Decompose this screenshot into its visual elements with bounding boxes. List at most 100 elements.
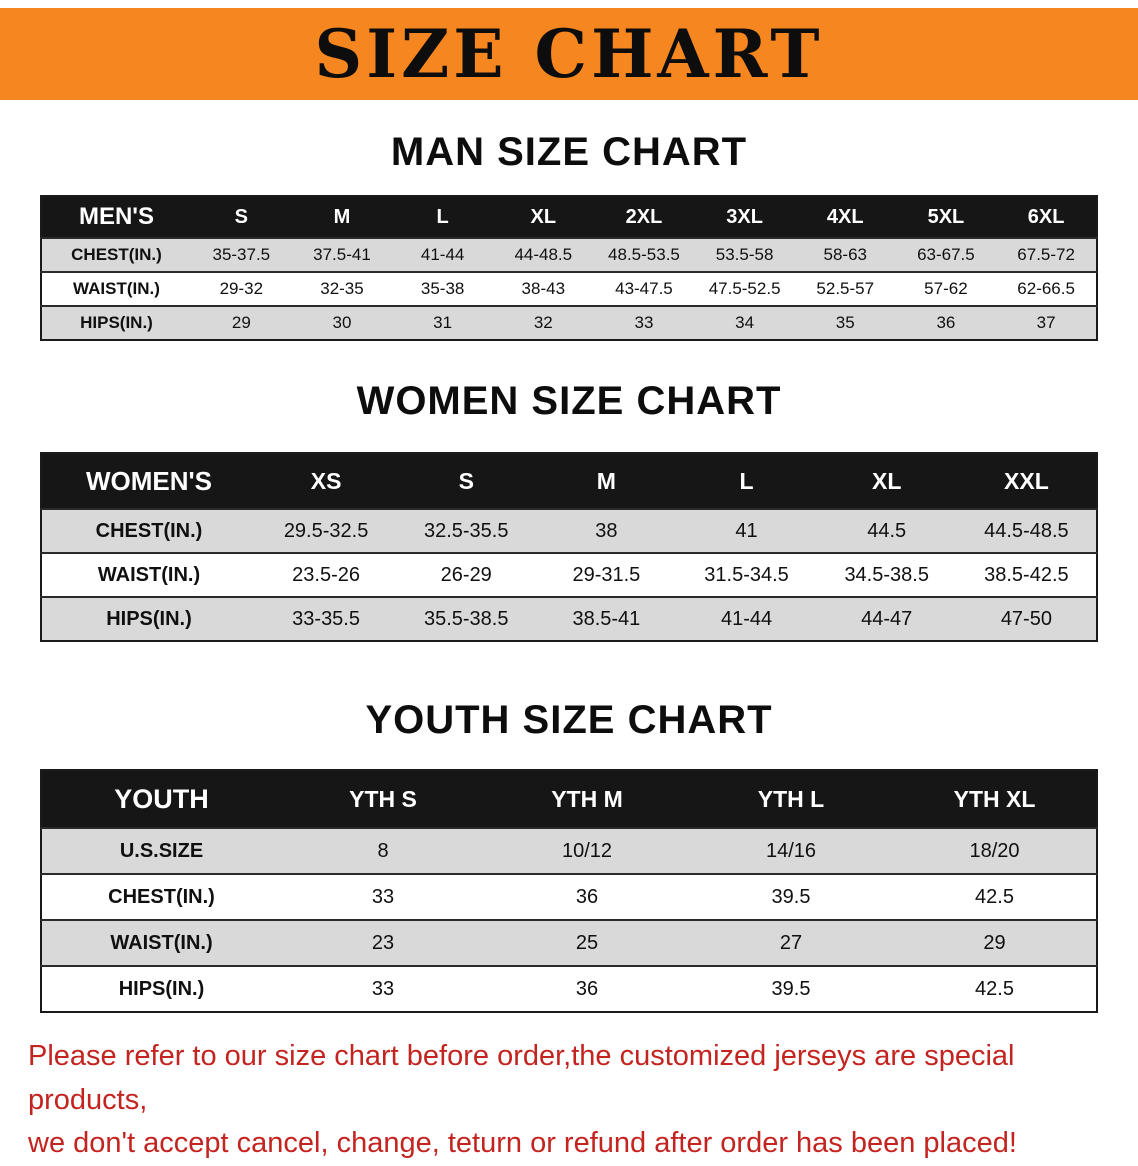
size-value: 42.5	[975, 977, 1014, 1000]
size-value: 27	[779, 931, 803, 954]
size-value: 38.5-42.5	[984, 563, 1069, 586]
column-header: M	[596, 467, 616, 494]
table-row: CHEST(IN.) 29.5-32.5 32.5-35.5 38 41 44.5 44.5…	[41, 509, 1097, 553]
size-value: 29-32	[219, 279, 264, 298]
size-value: 8	[377, 839, 389, 862]
size-value: 47-50	[1000, 607, 1052, 630]
size-value: 38	[595, 519, 618, 542]
row-label: HIPS(IN.)	[118, 977, 205, 1000]
column-header: YTH M	[551, 785, 623, 812]
table-title-cell: YOUTH	[114, 783, 209, 814]
header-row: WOMEN'S XS S M L XL XXL	[41, 453, 1097, 509]
size-value: 25	[575, 931, 599, 954]
size-value: 37.5-41	[313, 245, 371, 264]
size-value: 32-35	[320, 279, 364, 298]
size-value: 23.5-26	[292, 563, 360, 586]
size-value: 38.5-41	[572, 607, 641, 630]
size-value: 39.5	[771, 885, 811, 908]
size-value: 38-43	[521, 279, 566, 298]
table-row: HIPS(IN.) 29 30 31 32 33 34 35 36 37	[41, 306, 1097, 340]
size-value: 41-44	[420, 245, 465, 264]
column-header: XXL	[1004, 467, 1049, 494]
size-value: 14/16	[765, 839, 817, 862]
column-header: L	[739, 467, 754, 494]
youth-size-table: YOUTH YTH S YTH M YTH L YTH XL U.S.SIZE 8 10/12…	[40, 769, 1098, 1013]
size-value: 39.5	[771, 977, 811, 1000]
page-title: SIZE CHART	[314, 15, 824, 93]
column-header: YTH S	[349, 785, 417, 812]
column-header: S	[458, 467, 474, 494]
size-value: 29.5-32.5	[283, 519, 369, 542]
size-value: 33	[634, 313, 654, 332]
row-label: CHEST(IN.)	[108, 885, 215, 908]
table-row: WAIST(IN.) 29-32 32-35 35-38 38-43 43-47.5 47.…	[41, 272, 1097, 306]
size-value: 43-47.5	[615, 279, 673, 298]
row-label: WAIST(IN.)	[73, 279, 160, 298]
size-value: 35-38	[420, 279, 465, 298]
column-header: 5XL	[927, 205, 965, 228]
footer-disclaimer: Please refer to our size chart before or…	[0, 1035, 1138, 1166]
women-section-heading: WOMEN SIZE CHART	[356, 379, 782, 423]
size-value: 67.5-72	[1017, 245, 1075, 264]
column-header: M	[333, 205, 351, 228]
size-value: 29	[231, 313, 251, 332]
size-chart-banner: SIZE CHART	[0, 8, 1138, 100]
table-row: U.S.SIZE 8 10/12 14/16 18/20	[41, 828, 1097, 874]
size-value: 31.5-34.5	[704, 563, 789, 586]
row-label: CHEST(IN.)	[95, 519, 203, 542]
size-value: 63-67.5	[917, 245, 975, 264]
women-size-table: WOMEN'S XS S M L XL XXL CHEST(IN.) 29.5-32.5 32.5…	[40, 452, 1098, 642]
row-label: HIPS(IN.)	[106, 607, 192, 630]
size-value: 33	[371, 977, 395, 1000]
table-row: WAIST(IN.) 23.5-26 26-29 29-31.5 31.5-34.5 34…	[41, 553, 1097, 597]
column-header: 3XL	[726, 205, 763, 228]
size-value: 41	[735, 519, 758, 542]
size-value: 36	[575, 885, 599, 908]
size-value: 31	[433, 313, 453, 332]
size-value: 30	[332, 313, 352, 332]
men-size-table: MEN'S S M L XL 2XL 3XL 4XL 5XL 6XL CHEST(IN.) 35-37…	[40, 195, 1098, 341]
size-value: 35	[835, 313, 855, 332]
men-section-heading: MAN SIZE CHART	[390, 130, 748, 174]
table-row: CHEST(IN.) 33 36 39.5 42.5	[41, 874, 1097, 920]
table-row: WAIST(IN.) 23 25 27 29	[41, 920, 1097, 966]
row-label: U.S.SIZE	[119, 839, 204, 862]
size-value: 36	[575, 977, 599, 1000]
size-value: 44.5	[867, 519, 907, 542]
size-value: 18/20	[969, 839, 1020, 862]
row-label: HIPS(IN.)	[80, 313, 153, 332]
size-value: 41-44	[720, 607, 773, 630]
youth-section-heading: YOUTH SIZE CHART	[365, 698, 773, 742]
size-value: 33	[371, 885, 395, 908]
size-value: 37	[1036, 313, 1056, 332]
table-row: CHEST(IN.) 35-37.5 37.5-41 41-44 44-48.5 48.5…	[41, 238, 1097, 272]
size-value: 26-29	[440, 563, 492, 586]
size-value: 44-47	[861, 607, 913, 630]
size-value: 35.5-38.5	[423, 607, 509, 630]
size-value: 62-66.5	[1017, 279, 1075, 298]
table-row: HIPS(IN.) 33-35.5 35.5-38.5 38.5-41 41-44 44-…	[41, 597, 1097, 641]
column-header: YTH L	[757, 785, 825, 812]
row-label: WAIST(IN.)	[97, 563, 201, 586]
size-value: 53.5-58	[715, 245, 774, 264]
size-value: 48.5-53.5	[608, 245, 680, 264]
size-value: 29-31.5	[572, 563, 641, 586]
header-row: MEN'S S M L XL 2XL 3XL 4XL 5XL 6XL	[41, 196, 1097, 238]
size-value: 33-35.5	[292, 607, 360, 630]
footer-disclaimer-line1: Please refer to our size chart before or…	[28, 1040, 1015, 1116]
column-header: YTH XL	[953, 785, 1036, 812]
size-value: 34	[735, 313, 755, 332]
row-label: CHEST(IN.)	[71, 245, 162, 264]
column-header: XS	[310, 467, 342, 494]
column-header: XL	[872, 467, 902, 494]
column-header: 2XL	[625, 205, 663, 228]
size-value: 47.5-52.5	[708, 279, 781, 298]
column-header: 6XL	[1027, 205, 1065, 228]
size-value: 32	[533, 313, 553, 332]
size-value: 57-62	[924, 279, 968, 298]
header-row: YOUTH YTH S YTH M YTH L YTH XL	[41, 770, 1097, 828]
size-value: 58-63	[823, 245, 867, 264]
size-value: 23	[371, 931, 395, 954]
table-title-cell: MEN'S	[78, 203, 155, 230]
size-value: 29	[983, 931, 1006, 954]
